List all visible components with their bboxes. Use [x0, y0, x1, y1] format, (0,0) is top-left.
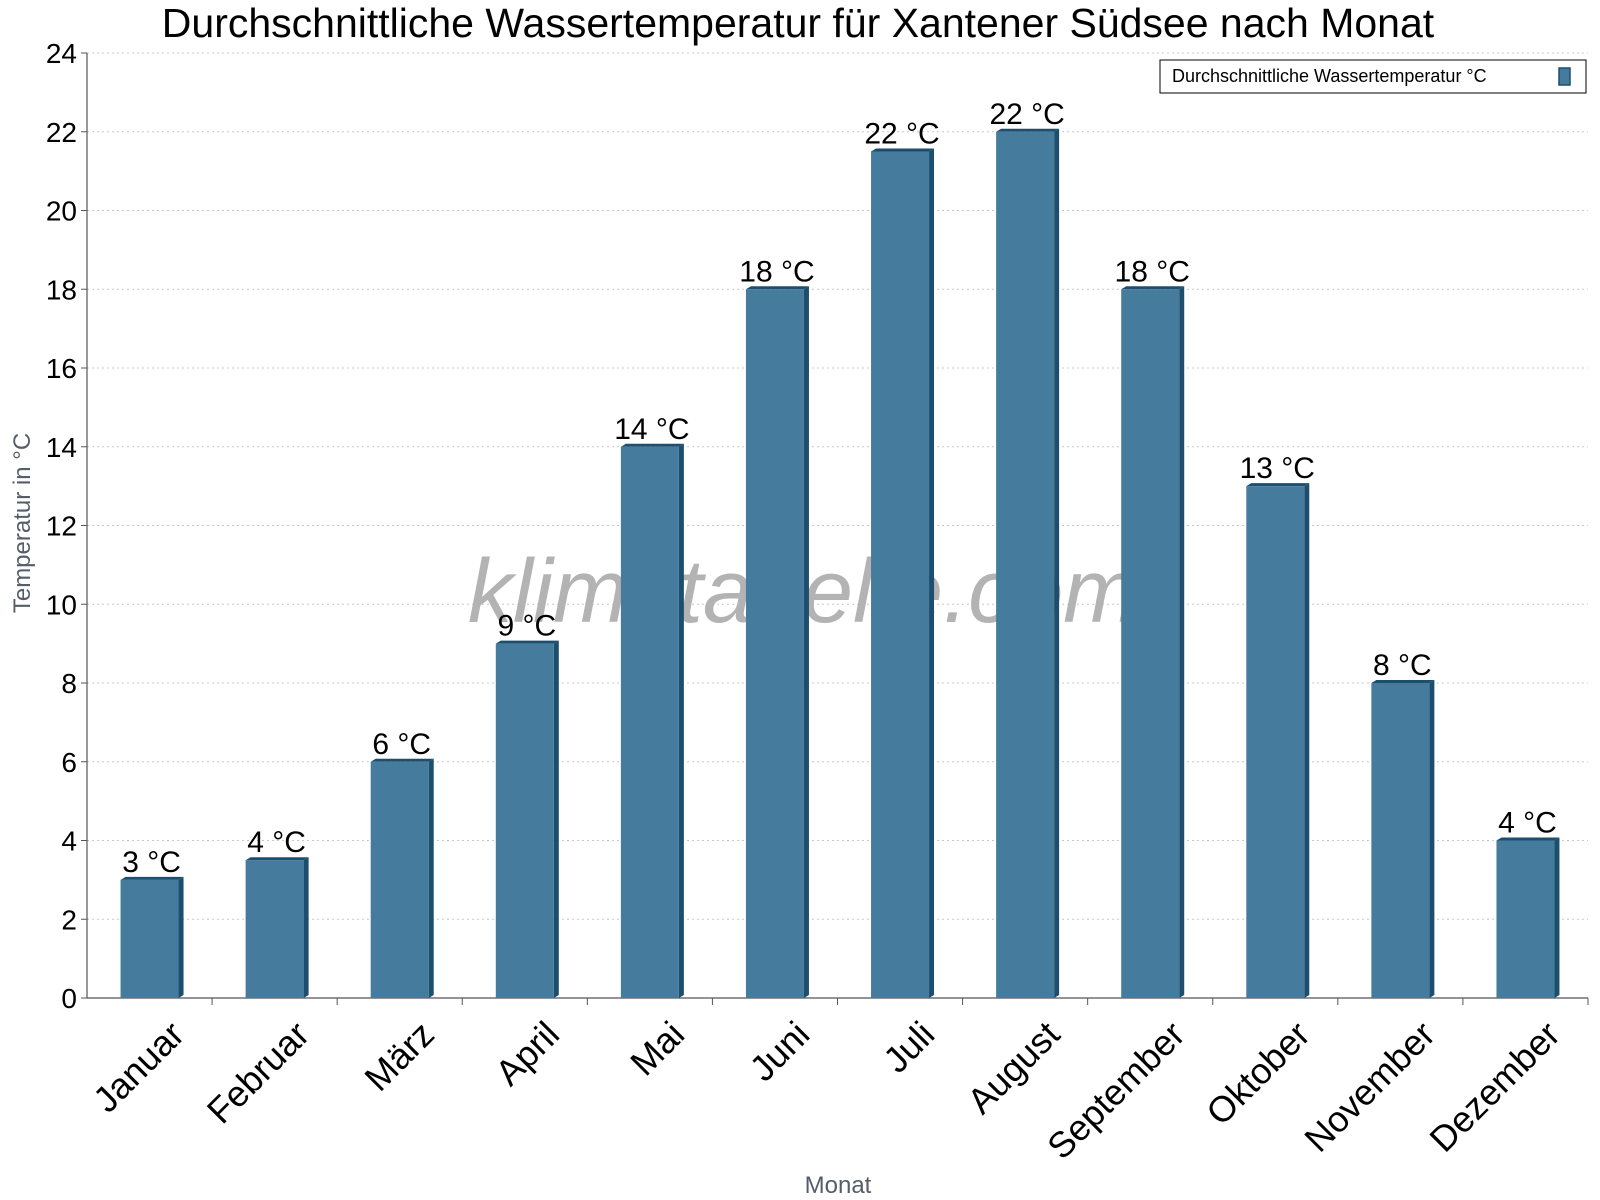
value-labels: 3 °C 4 °C 6 °C 9 °C 14 °C 18 °C 22 °C 22 °C 18 °…	[122, 98, 1557, 879]
legend-label: Durchschnittliche Wassertemperatur °C	[1172, 66, 1487, 86]
y-tick-label: 18	[46, 274, 77, 305]
x-tick-label: Februar	[199, 1013, 317, 1131]
data-label: 3 °C	[122, 846, 181, 879]
bar-top	[495, 640, 559, 644]
data-label: 6 °C	[372, 728, 431, 761]
data-label: 18 °C	[1115, 255, 1190, 288]
data-label: 9 °C	[497, 610, 556, 643]
bar[interactable]	[120, 879, 179, 998]
bar-top	[1496, 837, 1560, 841]
chart-title: Durchschnittliche Wassertemperatur für X…	[162, 0, 1435, 46]
x-tick-label: Mai	[622, 1013, 692, 1083]
data-label: 22 °C	[864, 117, 939, 150]
bar-side	[1554, 837, 1560, 998]
data-label: 4 °C	[1498, 807, 1557, 840]
bar-side	[1429, 680, 1435, 998]
x-tick-label: Dezember	[1421, 1013, 1567, 1159]
bar-top	[996, 128, 1060, 132]
bar[interactable]	[1121, 289, 1180, 998]
data-label: 13 °C	[1240, 452, 1315, 485]
bar[interactable]	[1371, 683, 1430, 998]
bar-top	[120, 876, 184, 880]
legend-box	[1159, 59, 1587, 94]
y-axis-label: Temperatur in °C	[9, 433, 36, 613]
bar-top	[245, 857, 309, 861]
x-tick-label: Januar	[85, 1013, 192, 1120]
y-tick-label: 14	[46, 432, 77, 463]
bar-top	[1371, 680, 1435, 683]
x-tick-label: November	[1296, 1013, 1442, 1159]
y-tick-label: 24	[46, 38, 77, 69]
bar[interactable]	[996, 131, 1055, 998]
bar-side	[428, 758, 434, 998]
bar-top	[745, 286, 809, 290]
data-label: 4 °C	[247, 826, 306, 859]
x-tick-label: April	[487, 1013, 567, 1093]
x-tick-label: Oktober	[1198, 1013, 1318, 1133]
x-tick-label: August	[959, 1013, 1067, 1121]
bar-side	[803, 286, 809, 998]
bar-side	[1054, 128, 1060, 998]
bar[interactable]	[1246, 486, 1305, 998]
data-label: 18 °C	[739, 255, 814, 288]
bar[interactable]	[495, 643, 554, 998]
y-tick-label: 12	[46, 511, 77, 542]
bar-top	[1121, 286, 1185, 290]
bar-side	[553, 640, 559, 998]
y-tick-label: 8	[61, 668, 77, 699]
bar[interactable]	[871, 151, 930, 998]
y-tick-label: 10	[46, 589, 77, 620]
bar-side	[929, 148, 935, 998]
bar-top	[871, 148, 935, 152]
x-tick-label: Juni	[742, 1013, 818, 1089]
x-axis-label: Monat	[805, 1172, 872, 1199]
bar-top	[620, 443, 684, 447]
y-tick-label: 0	[61, 983, 77, 1014]
bar[interactable]	[620, 446, 679, 998]
bar-side	[303, 857, 309, 998]
x-tick-label: Juli	[875, 1013, 942, 1080]
data-label: 8 °C	[1373, 649, 1432, 682]
bar-side	[678, 443, 684, 998]
y-tick-label: 4	[61, 826, 77, 857]
bar[interactable]	[745, 289, 804, 998]
bar-top	[1246, 483, 1310, 487]
y-tick-label: 20	[46, 196, 77, 227]
data-label: 14 °C	[614, 413, 689, 446]
x-tick-label: September	[1039, 1013, 1193, 1167]
bar[interactable]	[1496, 840, 1555, 999]
data-label: 22 °C	[989, 98, 1064, 131]
x-tick-label: März	[356, 1013, 442, 1099]
bar-top	[370, 758, 434, 762]
grid-lines	[87, 52, 1588, 920]
bar-side	[178, 876, 184, 998]
legend-swatch	[1558, 67, 1571, 86]
bar-side	[1179, 286, 1185, 998]
y-tick-label: 16	[46, 353, 77, 384]
y-tick-label: 22	[46, 117, 77, 148]
bar-side	[1304, 483, 1310, 998]
y-tick-label: 2	[61, 904, 77, 935]
legend[interactable]: Durchschnittliche Wassertemperatur °C	[1159, 59, 1587, 94]
bar[interactable]	[245, 860, 304, 998]
bars	[120, 128, 1560, 999]
bar[interactable]	[370, 761, 429, 998]
x-axis: Januar Februar März April Mai Juni Juli AugustS…	[85, 997, 1589, 1167]
y-tick-label: 6	[61, 747, 77, 778]
